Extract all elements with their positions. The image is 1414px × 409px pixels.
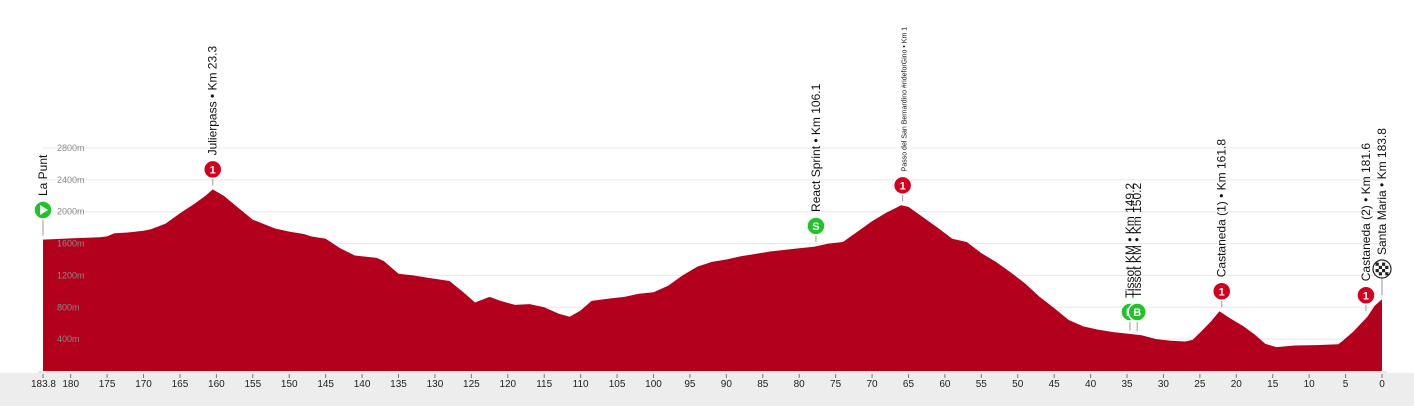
play-icon — [40, 205, 48, 215]
x-axis: 183.8 180 175 170 165 160 155 150 145 140 135 130 12… — [0, 371, 1414, 406]
climb-marker-badge — [1211, 281, 1232, 302]
x-tick-label: 175 — [99, 379, 116, 390]
bonus-marker-badge — [1127, 302, 1147, 322]
x-tick-label: 50 — [1012, 379, 1024, 390]
x-tick-label: 140 — [354, 379, 371, 390]
marker-climb-3[interactable]: 1 Passo del San Bernardino #rideforGino •… — [892, 27, 913, 202]
climb-marker-badge — [1356, 285, 1376, 305]
x-tick-label: 160 — [208, 379, 225, 390]
sprint-marker-badge — [806, 216, 826, 236]
x-tick-label: 55 — [976, 379, 988, 390]
x-tick-label: 35 — [1121, 379, 1133, 390]
marker-climb-6[interactable]: 1 Castaneda (1) • Km 161.8 — [1211, 139, 1232, 308]
marker-start-0[interactable]: La Punt — [33, 154, 53, 236]
x-tick-label: 100 — [645, 379, 662, 390]
x-tick-label: 10 — [1304, 379, 1316, 390]
marker-label: Castaneda (2) • Km 181.6 — [1359, 143, 1373, 282]
marker-label: Tissot KM • Km 150.2 — [1130, 183, 1144, 298]
x-tick-label: 0 — [1379, 379, 1385, 390]
y-tick-label: 2000m — [57, 207, 85, 217]
climb-marker-symbol: 1 — [1363, 290, 1369, 302]
y-tick-label: 2800m — [57, 143, 85, 153]
x-tick-label: 65 — [903, 379, 915, 390]
x-tick-label: 45 — [1049, 379, 1061, 390]
route-markers: La Punt 1 Julierpass • Km 23.3 S React Sprin… — [33, 27, 1392, 332]
x-tick-label: 90 — [721, 379, 733, 390]
marker-label: Santa Maria • Km 183.8 — [1375, 128, 1389, 255]
y-tick-label: 2400m — [57, 175, 85, 185]
x-tick-label: 110 — [573, 379, 589, 390]
y-tick-label: 1200m — [57, 270, 85, 280]
x-tick-label: 80 — [794, 379, 806, 390]
marker-climb-1[interactable]: 1 Julierpass • Km 23.3 — [202, 46, 223, 186]
x-tick-label: 115 — [536, 379, 552, 390]
climb-marker-badge — [892, 175, 913, 196]
marker-finish-8[interactable]: Santa Maria • Km 183.8 — [1372, 128, 1392, 296]
y-tick-label: 800m — [57, 302, 80, 312]
x-tick-label: 30 — [1158, 379, 1170, 390]
checkered-flag-icon — [1375, 262, 1389, 276]
x-tick-label: 120 — [499, 379, 516, 390]
x-tick-label: 20 — [1231, 379, 1243, 390]
x-tick-label: 75 — [830, 379, 842, 390]
x-tick-label: 25 — [1194, 379, 1206, 390]
marker-label: La Punt — [36, 154, 50, 196]
elevation-profile-area — [43, 189, 1382, 371]
x-tick-label: 145 — [317, 379, 334, 390]
x-tick-label: 15 — [1267, 379, 1279, 390]
x-tick-label: 5 — [1343, 379, 1349, 390]
x-tick-label: 165 — [172, 379, 189, 390]
marker-sprint-2[interactable]: S React Sprint • Km 106.1 — [806, 83, 826, 242]
y-axis-labels: 400m 800m 1200m 1600m 2000m 2400m 2800m — [57, 143, 85, 344]
x-tick-label: 170 — [135, 379, 152, 390]
marker-label: React Sprint • Km 106.1 — [809, 83, 823, 212]
marker-climb-7[interactable]: 1 Castaneda (2) • Km 181.6 — [1356, 143, 1376, 312]
climb-marker-symbol: 1 — [900, 180, 906, 192]
x-tick-label: 85 — [757, 379, 769, 390]
x-tick-label: 130 — [427, 379, 444, 390]
sprint-marker-symbol: S — [812, 221, 819, 233]
x-tick-label: 70 — [866, 379, 878, 390]
x-tick-label: 40 — [1085, 379, 1097, 390]
marker-label: Tissot KM • Km 149.2 — [1123, 183, 1137, 298]
climb-marker-symbol: 1 — [210, 164, 216, 176]
y-tick-label: 1600m — [57, 239, 85, 249]
marker-label: Passo del San Bernardino #rideforGino • … — [902, 27, 909, 172]
x-tick-label: 135 — [390, 379, 407, 390]
x-tick-label: 150 — [281, 379, 298, 390]
x-tick-label: 155 — [244, 379, 261, 390]
marker-label: Castaneda (1) • Km 161.8 — [1215, 139, 1229, 278]
x-tick-label: 60 — [939, 379, 951, 390]
y-tick-label: 400m — [57, 334, 80, 344]
x-tick-label: 125 — [463, 379, 480, 390]
x-axis-band — [0, 373, 1414, 406]
x-tick-label: 180 — [62, 379, 79, 390]
marker-bonus-5[interactable]: B Tissot KM • Km 150.2 — [1127, 183, 1147, 332]
climb-marker-symbol: 1 — [1219, 286, 1225, 298]
x-tick-label: 183.8 — [31, 379, 56, 390]
climb-marker-badge — [202, 159, 223, 180]
bonus-marker-symbol: B — [1133, 307, 1141, 319]
x-tick-label: 95 — [684, 379, 696, 390]
marker-label: Julierpass • Km 23.3 — [206, 46, 220, 156]
x-tick-label: 105 — [609, 379, 626, 390]
